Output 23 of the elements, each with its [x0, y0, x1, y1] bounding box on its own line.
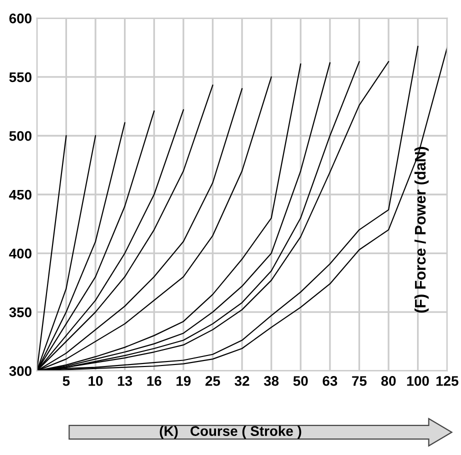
x-tick-label: 32: [234, 376, 250, 386]
x-tick-label: 80: [381, 376, 396, 386]
y-tick-label: 300: [9, 366, 32, 376]
x-tick-label: 10: [88, 376, 103, 386]
y-axis-title: (F) Force / Power (daN): [414, 146, 429, 313]
x-tick-label: 63: [322, 376, 338, 386]
x-tick-label: 16: [147, 376, 162, 386]
x-tick-label: 75: [352, 376, 367, 386]
y-tick-label: 500: [9, 131, 32, 141]
x-tick-label: 25: [205, 376, 220, 386]
y-tick-label: 550: [9, 72, 32, 82]
x-tick-label: 19: [176, 376, 191, 386]
y-tick-label: 600: [9, 14, 32, 24]
x-tick-label: 5: [62, 376, 70, 386]
x-tick-label: 13: [118, 376, 132, 386]
y-tick-label: 450: [9, 190, 32, 200]
x-tick-label: 50: [293, 376, 308, 386]
x-tick-label: 100: [407, 376, 429, 386]
y-tick-label: 400: [9, 248, 32, 258]
x-axis-title: (K) Course ( Stroke ): [160, 426, 302, 439]
y-tick-label: 350: [9, 307, 32, 318]
x-tick-label: 125: [436, 376, 458, 386]
x-tick-label: 38: [264, 376, 279, 386]
